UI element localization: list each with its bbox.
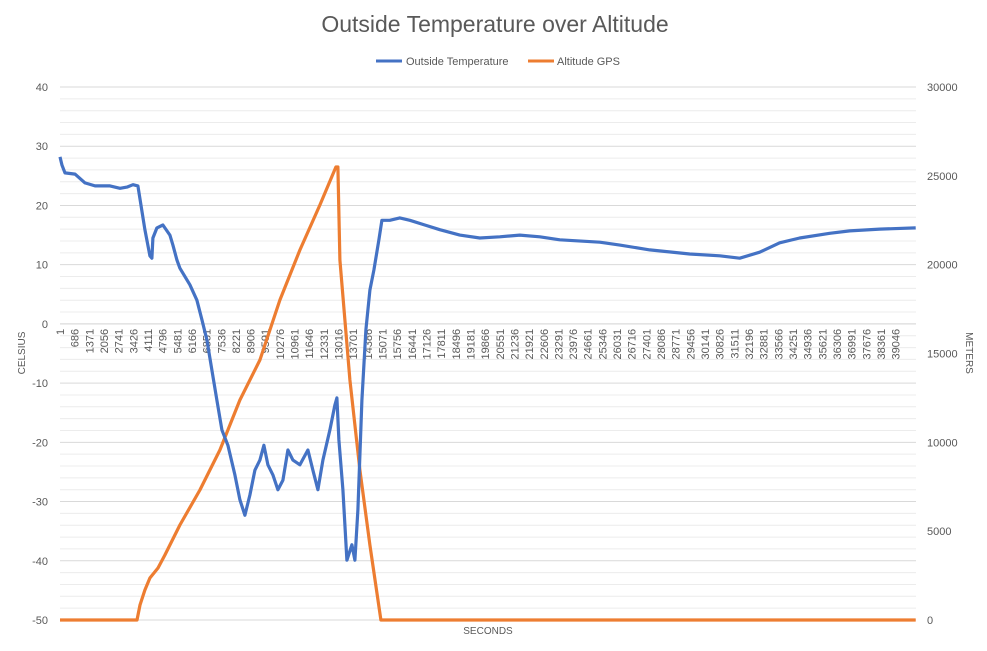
y2-tick-label: 0 <box>927 615 933 627</box>
x-tick-label: 13016 <box>334 329 346 360</box>
y2-tick-label: 20000 <box>927 260 958 272</box>
x-tick-label: 21921 <box>524 329 536 360</box>
x-tick-label: 37676 <box>861 329 873 360</box>
x-tick-label: 23291 <box>553 329 565 360</box>
x-tick-label: 21236 <box>509 329 521 360</box>
y-tick-label: 20 <box>36 200 48 212</box>
series-lines <box>58 156 916 622</box>
x-tick-label: 22606 <box>539 329 551 360</box>
y-axis-left: 40 30 20 10 0 -10 -20 -30 -40 -50 <box>32 82 48 627</box>
y2-tick-label: 30000 <box>927 82 958 94</box>
x-tick-label: 10276 <box>275 329 287 360</box>
legend: Outside Temperature Altitude GPS <box>376 56 620 68</box>
x-tick-label: 36991 <box>847 329 859 360</box>
x-tick-label: 36306 <box>832 329 844 360</box>
x-tick-label: 26716 <box>627 329 639 360</box>
y-axis-title: CELSIUS <box>17 331 28 374</box>
x-tick-label: 15756 <box>392 329 404 360</box>
gridlines <box>60 86 916 621</box>
x-tick-label: 17811 <box>436 329 448 359</box>
x-tick-label: 11646 <box>304 329 316 359</box>
y-tick-label: 40 <box>36 82 48 94</box>
y-axis-right: 30000 25000 20000 15000 10000 5000 0 <box>927 82 958 627</box>
x-tick-label: 6166 <box>187 329 199 353</box>
x-tick-label: 2056 <box>99 329 111 353</box>
x-tick-label: 18496 <box>451 329 463 360</box>
x-tick-label: 31511 <box>729 329 741 359</box>
x-tick-label: 28771 <box>671 329 683 360</box>
x-tick-label: 7536 <box>216 329 228 353</box>
x-tick-label: 32881 <box>759 329 771 360</box>
x-tick-label: 34251 <box>788 329 800 360</box>
y2-tick-label: 15000 <box>927 349 958 361</box>
x-tick-label: 12331 <box>319 329 331 360</box>
x-tick-label: 19866 <box>480 329 492 360</box>
x-tick-label: 17126 <box>421 329 433 360</box>
legend-label-altitude: Altitude GPS <box>557 56 620 68</box>
x-tick-label: 33566 <box>773 329 785 360</box>
x-tick-label: 26031 <box>612 329 624 360</box>
x-tick-label: 23976 <box>568 329 580 360</box>
chart-title: Outside Temperature over Altitude <box>321 11 668 37</box>
x-tick-label: 39046 <box>891 329 903 360</box>
y-tick-label: 30 <box>36 141 48 153</box>
y-tick-label: -40 <box>32 556 48 568</box>
legend-label-temperature: Outside Temperature <box>406 56 509 68</box>
x-tick-label: 20551 <box>495 329 507 360</box>
x-tick-label: 4796 <box>158 329 170 353</box>
x-axis-title: SECONDS <box>463 626 513 637</box>
x-tick-label: 25346 <box>597 329 609 360</box>
x-tick-label: 8906 <box>246 329 258 353</box>
y-tick-label: -30 <box>32 497 48 509</box>
y2-tick-label: 5000 <box>927 526 951 538</box>
x-tick-label: 686 <box>70 329 82 347</box>
x-tick-label: 32196 <box>744 329 756 360</box>
x-tick-label: 29456 <box>685 329 697 360</box>
y-tick-label: 10 <box>36 260 48 272</box>
x-axis: 1 686 1371 2056 2741 3426 4111 4796 5481 6166 6851… <box>55 323 916 360</box>
x-tick-label: 3426 <box>128 329 140 353</box>
y2-tick-label: 25000 <box>927 171 958 183</box>
x-tick-label: 16441 <box>407 329 419 360</box>
x-tick-label: 38361 <box>876 329 888 360</box>
x-tick-label: 30826 <box>715 329 727 360</box>
y-tick-label: -50 <box>32 615 48 627</box>
x-tick-label: 5481 <box>172 329 184 353</box>
altitude-line <box>60 165 916 622</box>
x-tick-label: 10961 <box>290 329 302 360</box>
x-tick-label: 28086 <box>656 329 668 360</box>
y-tick-label: -10 <box>32 378 48 390</box>
temperature-line <box>58 156 916 562</box>
x-tick-label: 13701 <box>348 329 360 360</box>
y-tick-label: 0 <box>42 319 48 331</box>
x-tick-label: 1371 <box>84 329 96 353</box>
x-tick-label: 27401 <box>641 329 653 360</box>
x-tick-label: 1 <box>55 329 67 335</box>
x-tick-label: 35621 <box>817 329 829 360</box>
x-tick-label: 2741 <box>114 329 126 353</box>
x-tick-label: 24661 <box>583 329 595 360</box>
y2-axis-title: METERS <box>963 332 974 374</box>
x-tick-label: 30141 <box>700 329 712 360</box>
x-tick-label: 34936 <box>803 329 815 360</box>
y-tick-label: -20 <box>32 437 48 449</box>
x-tick-label: 19181 <box>465 329 477 360</box>
x-tick-label: 15071 <box>378 329 390 360</box>
x-tick-label: 4111 <box>143 329 155 352</box>
y2-tick-label: 10000 <box>927 437 958 449</box>
x-tick-label: 8221 <box>231 329 243 353</box>
